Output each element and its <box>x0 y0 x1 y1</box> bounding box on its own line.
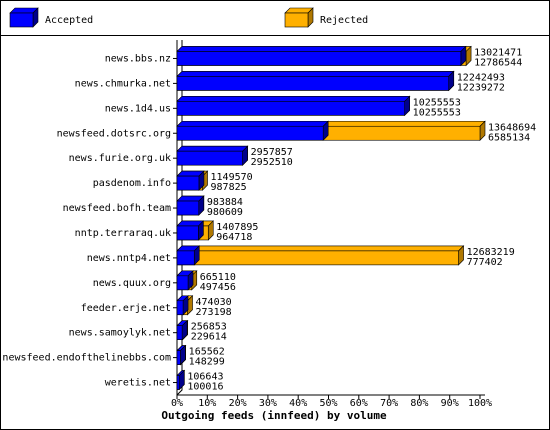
y-tick-label: newsfeed.endofthelinebbs.com <box>2 353 171 364</box>
y-tick-label: pasdenom.info <box>93 178 171 189</box>
y-tick-label: weretis.net <box>105 378 171 389</box>
bar <box>176 250 195 266</box>
x-tick-label: 80% <box>410 398 428 409</box>
y-tick-label: feeder.erje.net <box>81 303 171 314</box>
bar-top <box>176 245 465 252</box>
y-tick-label: news.quux.org <box>93 278 171 289</box>
y-tick-label: news.nntp4.net <box>87 253 171 264</box>
value-label: 497456 <box>200 282 236 293</box>
bar <box>176 175 200 191</box>
x-tick-label: 10% <box>198 398 216 409</box>
bar <box>176 300 184 316</box>
value-label: 106643 <box>187 372 223 383</box>
x-tick-label: 40% <box>289 398 307 409</box>
bar-top <box>176 96 411 102</box>
value-label: 1149570 <box>211 172 253 183</box>
y-tick-label: news.1d4.us <box>105 103 171 114</box>
x-tick-label: 70% <box>380 398 398 409</box>
value-label: 983884 <box>207 197 243 208</box>
value-label: 273198 <box>196 307 232 318</box>
legend-label: Rejected <box>320 15 368 26</box>
value-label: 12242493 <box>457 72 505 83</box>
value-label: 474030 <box>196 297 232 308</box>
value-label: 13021471 <box>474 47 522 58</box>
value-label: 987825 <box>211 182 247 193</box>
x-tick-label: 100% <box>468 398 492 409</box>
x-tick-label: 60% <box>350 398 368 409</box>
chart-title: Outgoing feeds (innfeed) by volume <box>161 409 387 422</box>
value-label: 12786544 <box>474 57 522 68</box>
bar <box>176 125 324 141</box>
y-tick-label: news.bbs.nz <box>105 53 171 64</box>
value-label: 665110 <box>200 272 236 283</box>
y-tick-label: news.chmurka.net <box>75 78 171 89</box>
x-tick-label: 20% <box>229 398 247 409</box>
legend-label: Accepted <box>45 15 93 26</box>
value-label: 6585134 <box>488 132 530 143</box>
value-label: 980609 <box>207 207 243 218</box>
bar <box>176 275 189 291</box>
bar <box>176 76 450 91</box>
value-label: 2952510 <box>251 157 293 168</box>
bar <box>176 325 183 340</box>
bar <box>176 350 181 365</box>
value-label: 12683219 <box>467 247 515 258</box>
y-tick-label: news.furie.org.uk <box>69 153 171 164</box>
x-tick-label: 50% <box>319 398 337 409</box>
bar-top <box>176 46 467 52</box>
bar <box>176 375 180 390</box>
bar <box>176 225 199 241</box>
legend-swatch <box>9 12 34 28</box>
x-tick-label: 90% <box>441 398 459 409</box>
bar-top <box>176 145 249 152</box>
y-tick-label: news.samoylyk.net <box>69 328 171 339</box>
value-label: 229614 <box>191 332 227 343</box>
y-tick-label: newsfeed.dotsrc.org <box>57 128 171 139</box>
value-label: 10255553 <box>413 97 461 108</box>
value-label: 10255553 <box>413 107 461 118</box>
value-label: 148299 <box>189 357 225 368</box>
bar-top <box>176 71 455 77</box>
legend-swatch <box>284 12 309 28</box>
value-label: 777402 <box>467 257 503 268</box>
bar <box>176 51 462 66</box>
y-tick-label: newsfeed.bofh.team <box>63 203 171 214</box>
value-label: 165562 <box>189 347 225 358</box>
bar <box>176 101 405 116</box>
value-label: 256853 <box>191 322 227 333</box>
value-label: 1407895 <box>216 222 258 233</box>
value-label: 964718 <box>216 232 252 243</box>
x-tick-label: 0% <box>171 398 183 409</box>
value-label: 100016 <box>187 382 223 393</box>
bar <box>176 150 243 166</box>
y-tick-label: nntp.terraraq.uk <box>75 228 171 239</box>
value-label: 2957857 <box>251 147 293 158</box>
bar-top <box>176 120 329 127</box>
value-label: 13648694 <box>488 122 536 133</box>
bar <box>176 250 459 266</box>
bar <box>176 200 200 216</box>
x-tick-label: 30% <box>259 398 277 409</box>
value-label: 12239272 <box>457 82 505 93</box>
